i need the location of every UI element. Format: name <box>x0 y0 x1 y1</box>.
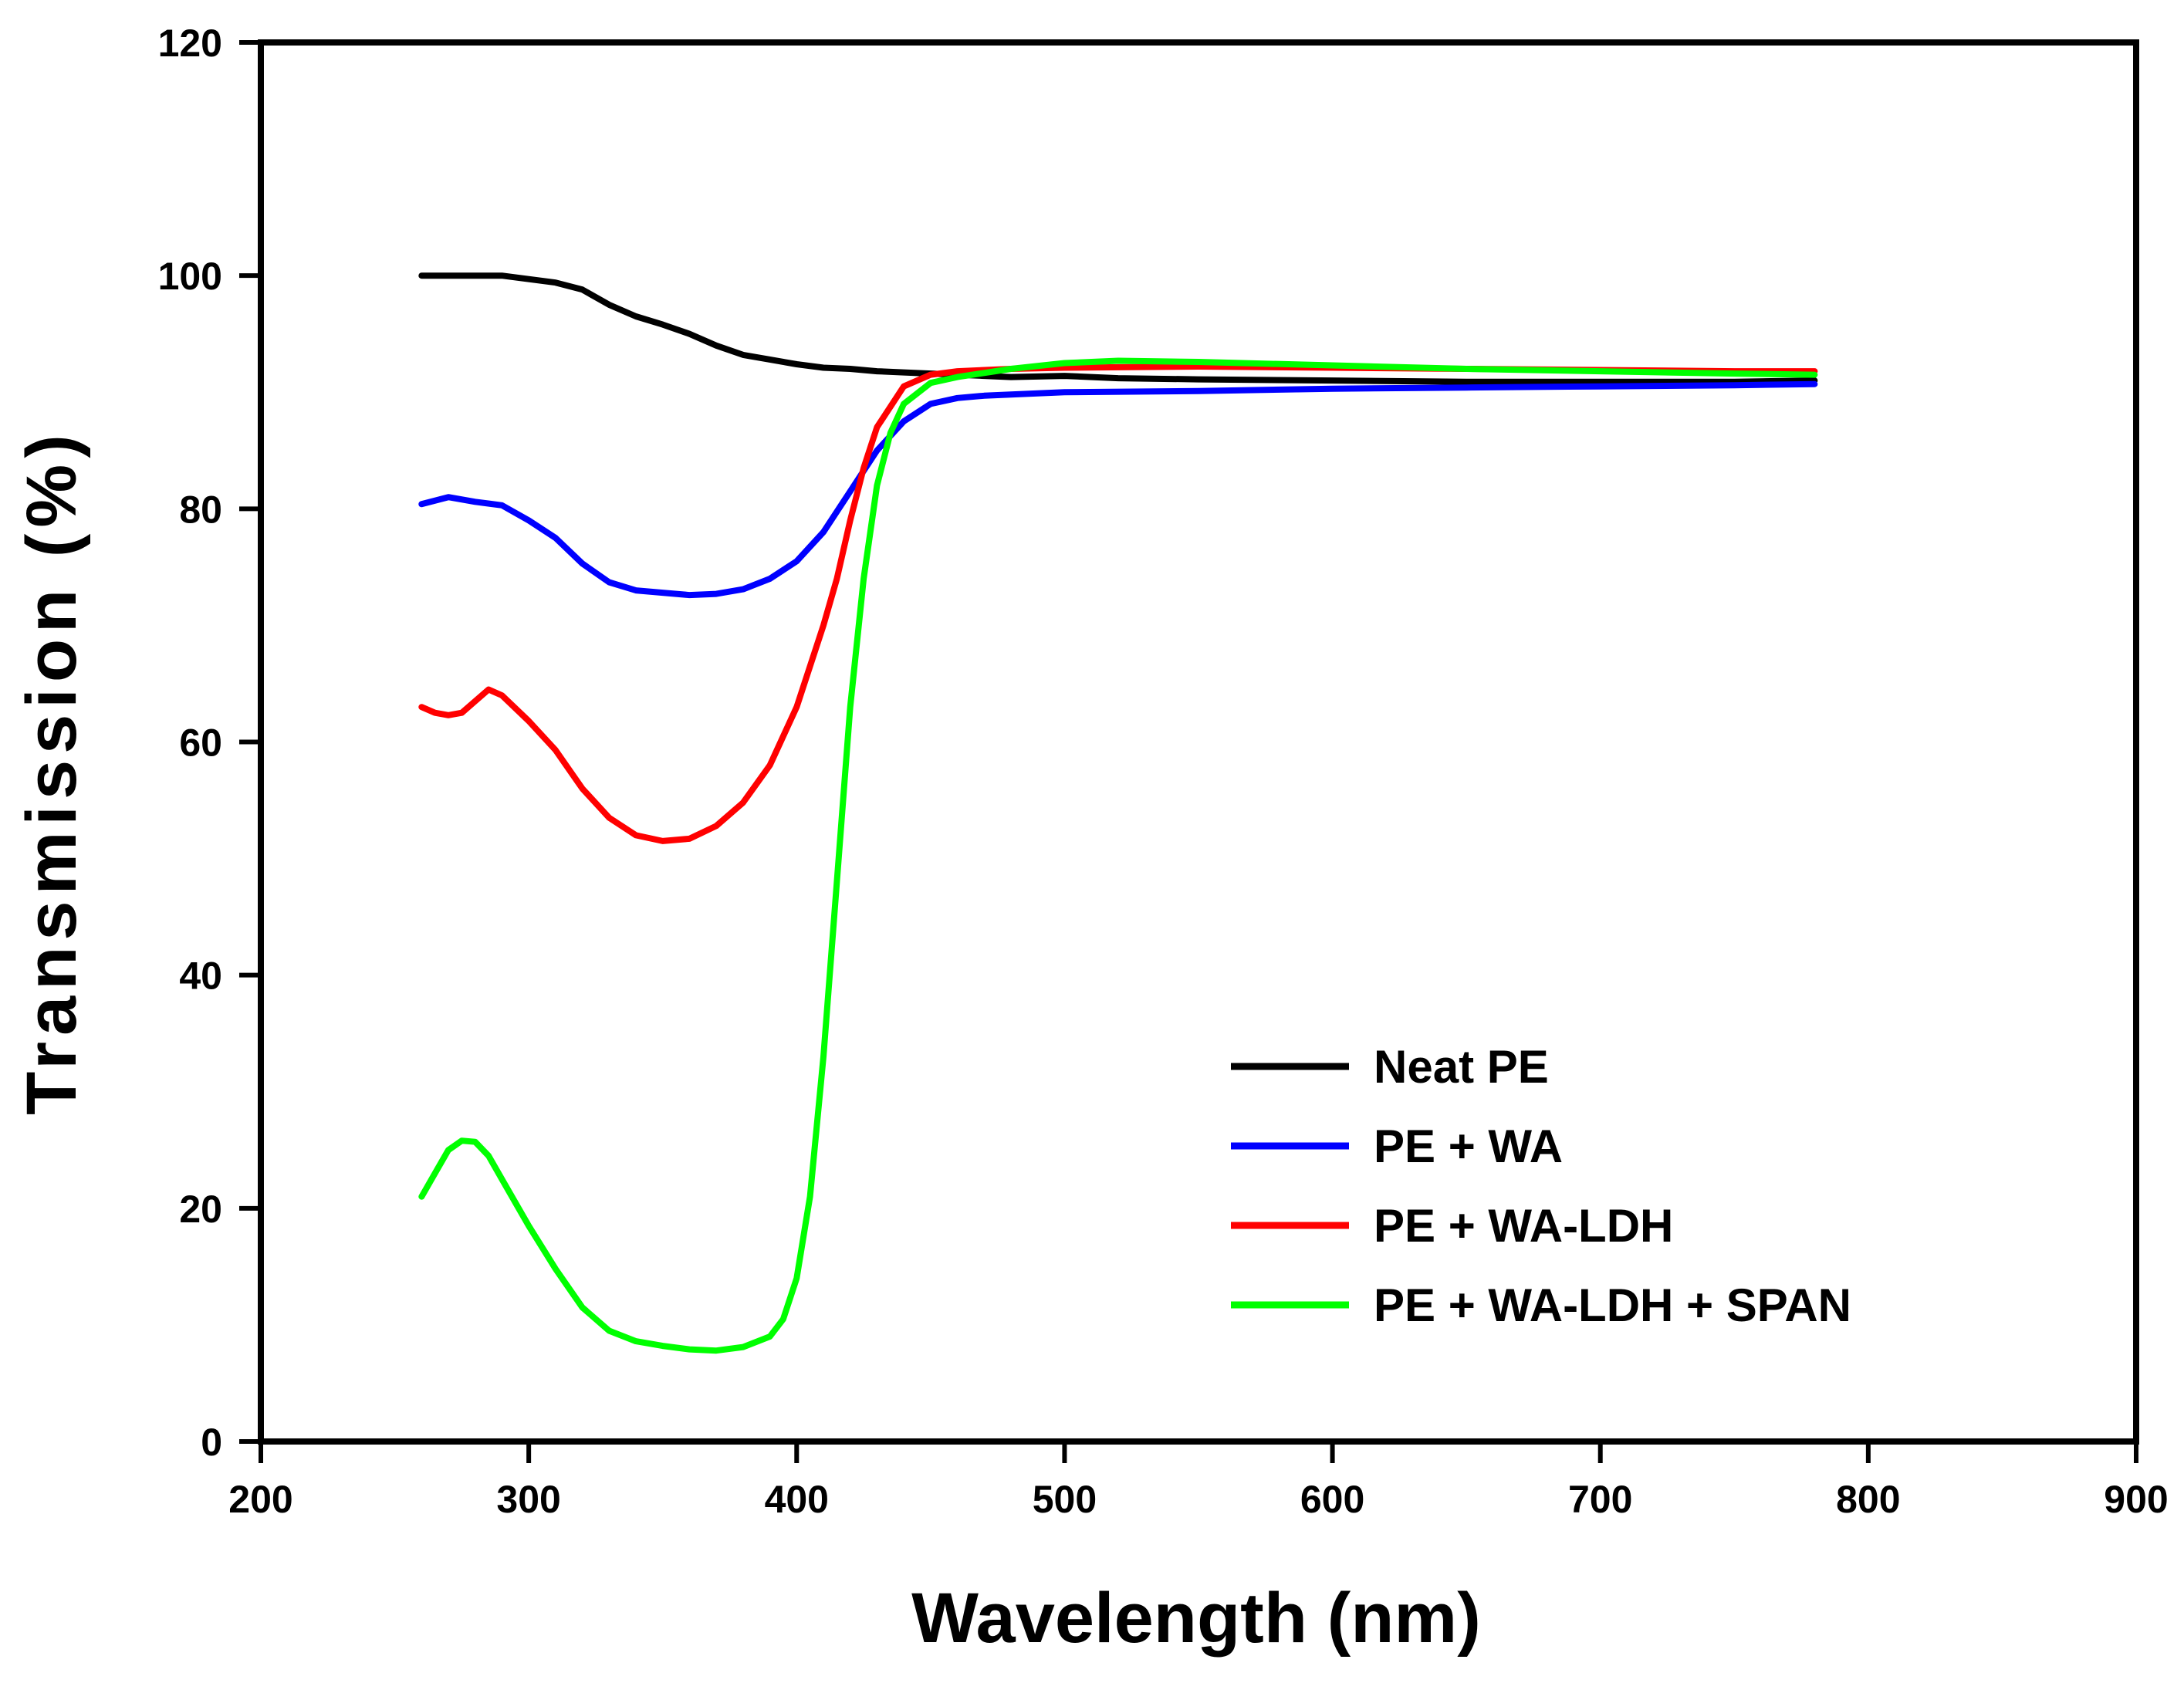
x-tick-label: 200 <box>228 1478 292 1521</box>
legend: Neat PE PE + WA PE + WA-LDH PE + WA-LDH + S… <box>1231 1041 1851 1331</box>
legend-label-4: PE + WA-LDH + SPAN <box>1374 1279 1851 1331</box>
series-line-2 <box>418 380 1818 599</box>
x-tick-label: 600 <box>1300 1478 1364 1521</box>
legend-label-2: PE + WA <box>1374 1120 1563 1172</box>
x-tick-label: 500 <box>1033 1478 1097 1521</box>
x-tick-label: 300 <box>496 1478 560 1521</box>
y-tick-label: 60 <box>179 722 222 765</box>
plot-area-frame <box>258 39 2139 1445</box>
x-tick-label: 400 <box>765 1478 829 1521</box>
x-axis-title: Wavelength (nm) <box>911 1579 1481 1658</box>
y-tick-label: 40 <box>179 955 222 998</box>
y-tick-label: 20 <box>179 1188 222 1231</box>
y-axis-title: Transmission (%) <box>12 428 91 1115</box>
axis-ticks <box>239 40 2138 1463</box>
y-tick-label: 100 <box>158 255 222 298</box>
series-line-3 <box>418 363 1818 844</box>
axis-tick-labels: 200 300 400 500 600 700 800 900 0 20 40 60 80 100 120 <box>158 22 2169 1521</box>
legend-label-3: PE + WA-LDH <box>1374 1200 1673 1252</box>
series-line-4 <box>418 357 1818 1354</box>
legend-label-1: Neat PE <box>1374 1041 1549 1093</box>
y-tick-label: 80 <box>179 488 222 531</box>
x-tick-label: 800 <box>1836 1478 1900 1521</box>
series-layer <box>418 272 1818 1354</box>
x-tick-label: 900 <box>2104 1478 2168 1521</box>
y-tick-label: 120 <box>158 22 222 65</box>
series-line-1 <box>418 272 1818 385</box>
x-tick-label: 700 <box>1568 1478 1632 1521</box>
y-tick-label: 0 <box>201 1421 222 1464</box>
